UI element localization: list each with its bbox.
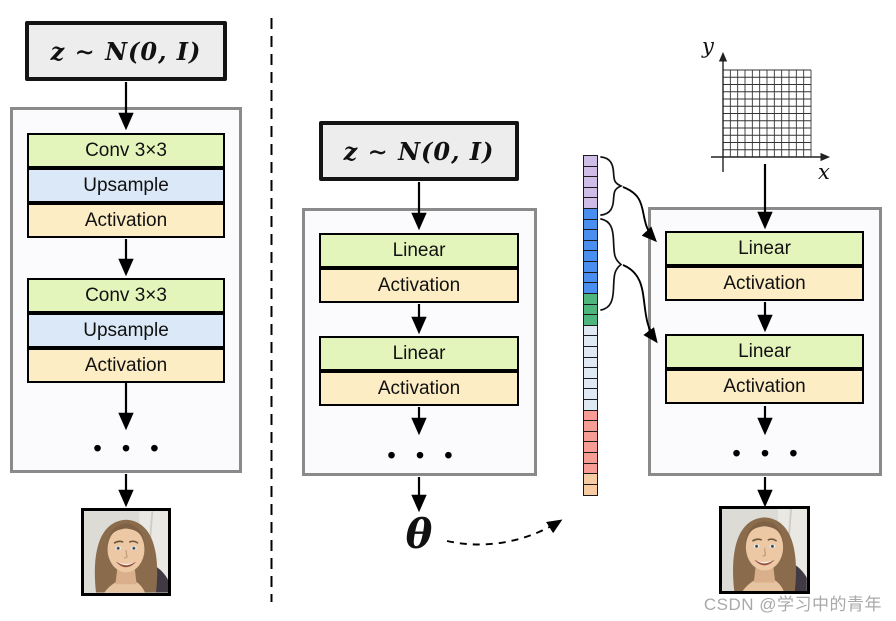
upsample-layer: Upsample [27, 168, 225, 203]
conv-layer: Conv 3×3 [27, 133, 225, 168]
linear-layer: Linear [665, 231, 864, 266]
ellipsis-dots: • • • [387, 442, 453, 468]
activation-layer: Activation [27, 348, 225, 383]
brace-purple-segment [600, 156, 624, 216]
ellipsis-dots: • • • [732, 440, 798, 466]
activation-layer: Activation [319, 268, 519, 303]
linear-layer: Linear [319, 336, 519, 371]
brace-blue-segment [600, 218, 623, 311]
linear-layer: Linear [319, 233, 519, 268]
activation-layer: Activation [665, 369, 864, 404]
ellipsis-dots: • • • [93, 435, 159, 461]
theta-to-vector-arrow [446, 519, 563, 546]
y-axis-label: y [702, 34, 714, 58]
generated-face-image [81, 508, 171, 596]
theta-output-symbol: θ [405, 511, 433, 558]
x-axis-label: x [818, 160, 830, 184]
coordinate-grid [722, 69, 812, 158]
linear-layer: Linear [665, 334, 864, 369]
middle-latent-formula: z ∼ N(0, I) [343, 136, 495, 166]
generated-face-image [719, 506, 810, 594]
middle-latent-box: z ∼ N(0, I) [319, 121, 519, 181]
left-latent-box: z ∼ N(0, I) [25, 21, 227, 81]
vector-cell-peach [583, 483, 598, 496]
activation-layer: Activation [665, 266, 864, 301]
activation-layer: Activation [319, 371, 519, 406]
activation-layer: Activation [27, 203, 225, 238]
left-latent-formula: z ∼ N(0, I) [50, 36, 202, 66]
conv-layer: Conv 3×3 [27, 278, 225, 313]
weight-vector-strip [583, 155, 598, 496]
watermark-text: CSDN @学习中的青年 [703, 595, 882, 614]
upsample-layer: Upsample [27, 313, 225, 348]
